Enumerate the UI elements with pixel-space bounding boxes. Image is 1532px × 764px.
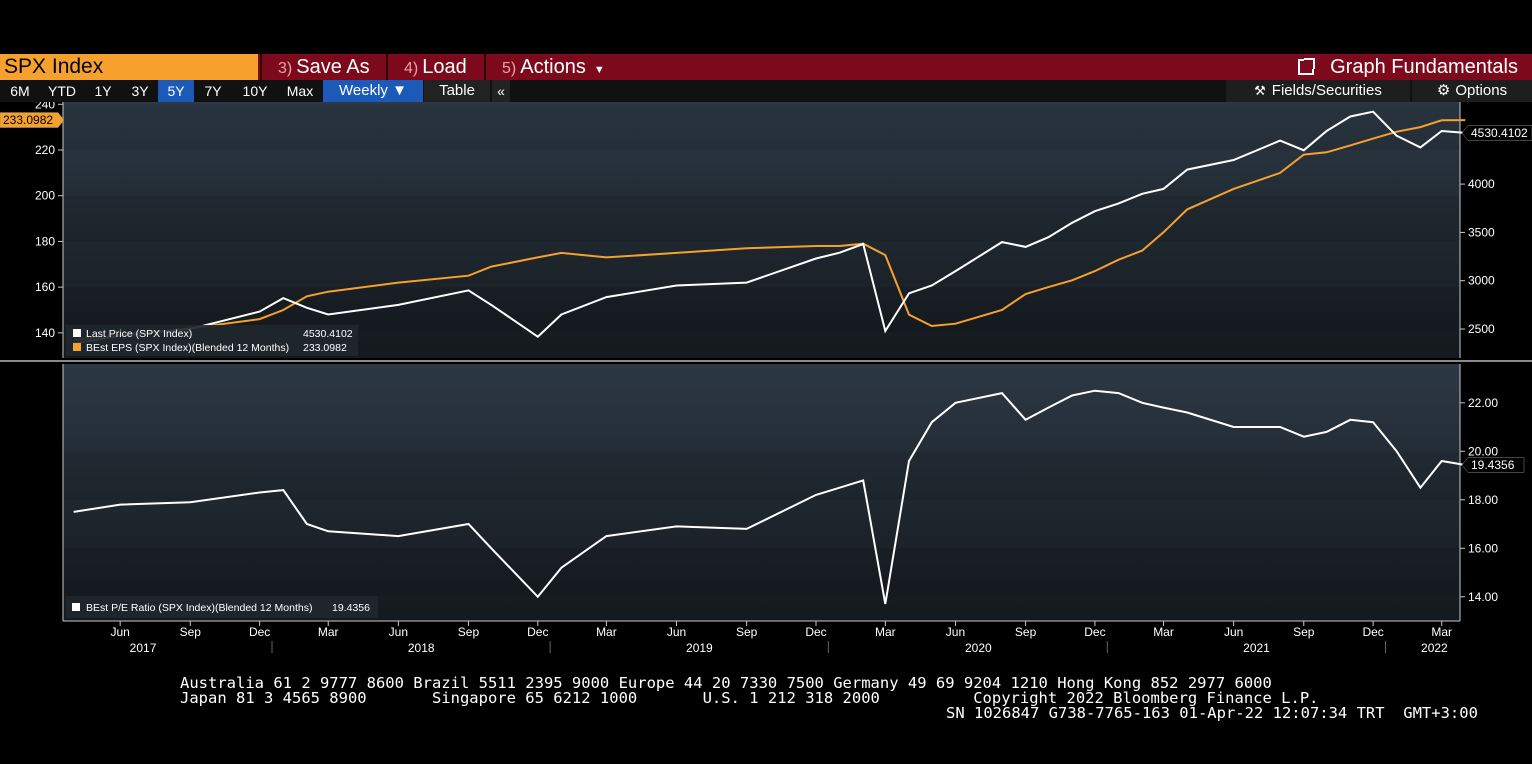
left-axis-tick-label: 220 bbox=[35, 143, 55, 157]
price-last-value-tag: 4530.4102 bbox=[1471, 126, 1528, 140]
options-label: Options bbox=[1455, 82, 1508, 99]
caret-down-icon: ▼ bbox=[593, 64, 605, 76]
left-axis-tick-label: 180 bbox=[35, 234, 55, 248]
pe-axis-tick-label: 14.00 bbox=[1468, 590, 1498, 604]
fields-securities-button[interactable]: ⚒ Fields/Securities bbox=[1226, 80, 1410, 102]
legend-pe-name: BEst P/E Ratio (SPX Index)(Blended 12 Mo… bbox=[86, 602, 312, 614]
chart-area[interactable]: 140 160 180 200 220 240 2500 3000 3500 4000 14.00 1… bbox=[0, 102, 1532, 662]
legend-price-value: 4530.4102 bbox=[303, 328, 353, 340]
right-axis-tick-label: 3000 bbox=[1468, 274, 1495, 288]
x-axis-month-label: Sep bbox=[1293, 625, 1315, 639]
load-button[interactable]: 4) Load bbox=[386, 54, 484, 80]
save-as-button[interactable]: 3) Save As bbox=[260, 54, 386, 80]
x-axis-month-label: Jun bbox=[667, 625, 686, 639]
pe-panel-bg bbox=[63, 364, 1460, 621]
x-axis-year-label: 2021 bbox=[1243, 641, 1270, 655]
load-label: Load bbox=[422, 56, 467, 78]
x-axis-month-label: Mar bbox=[1153, 625, 1174, 639]
right-axis-tick-label: 3500 bbox=[1468, 225, 1495, 239]
left-axis-tick-label: 240 bbox=[35, 102, 55, 111]
x-axis-month-label: Sep bbox=[1015, 625, 1037, 639]
x-axis-year-label: 2019 bbox=[686, 641, 713, 655]
pe-legend: BEst P/E Ratio (SPX Index)(Blended 12 Mo… bbox=[66, 596, 378, 618]
footer-line-1: Australia 61 2 9777 8600 Brazil 5511 239… bbox=[180, 674, 1272, 692]
eps-series-line bbox=[73, 119, 1466, 341]
x-axis-month-label: Mar bbox=[596, 625, 617, 639]
grid-band bbox=[63, 195, 1460, 242]
collapse-button[interactable]: « bbox=[492, 80, 510, 102]
pe-series-line bbox=[73, 389, 1466, 605]
left-axis-tick-label: 160 bbox=[35, 280, 55, 294]
footer: Australia 61 2 9777 8600 Brazil 5511 239… bbox=[0, 674, 1532, 722]
left-axis-tick-label: 140 bbox=[35, 326, 55, 340]
pe-last-value-tag: 19.4356 bbox=[1471, 458, 1515, 472]
eps-last-value-tag: 233.0982 bbox=[3, 113, 53, 127]
range-6m[interactable]: 6M bbox=[10, 83, 30, 99]
graph-fundamentals-label: Graph Fundamentals bbox=[1330, 56, 1518, 78]
actions-number: 5) bbox=[502, 60, 517, 77]
x-axis-month-label: Jun bbox=[389, 625, 408, 639]
x-axis-month-label: Dec bbox=[249, 625, 270, 639]
x-axis-month-label: Jun bbox=[110, 625, 129, 639]
price-series-line bbox=[73, 110, 1466, 345]
load-number: 4) bbox=[404, 60, 419, 77]
right-axis-tick-label: 2500 bbox=[1468, 322, 1495, 336]
legend-eps-value: 233.0982 bbox=[303, 342, 347, 354]
x-axis-month-label: Sep bbox=[180, 625, 202, 639]
right-axis-tick-label: 4000 bbox=[1468, 177, 1495, 191]
legend-pe-value: 19.4356 bbox=[332, 602, 370, 614]
range-3y[interactable]: 3Y bbox=[131, 83, 149, 99]
periodicity-dropdown[interactable]: Weekly ▼ bbox=[323, 80, 423, 102]
options-button[interactable]: ⚙ Options bbox=[1412, 80, 1532, 102]
pe-axis-tick-label: 22.00 bbox=[1468, 396, 1498, 410]
grid-band bbox=[63, 451, 1460, 500]
fields-securities-label: Fields/Securities bbox=[1271, 82, 1382, 99]
range-7y[interactable]: 7Y bbox=[204, 83, 222, 99]
x-axis-month-label: Mar bbox=[318, 625, 339, 639]
legend-price-name: Last Price (SPX Index) bbox=[86, 328, 192, 340]
x-axis-month-label: Dec bbox=[527, 625, 548, 639]
save-as-label: Save As bbox=[296, 56, 370, 78]
footer-line-3: SN 1026847 G738-7765-163 01-Apr-22 12:07… bbox=[946, 704, 1478, 722]
pe-axis-tick-label: 18.00 bbox=[1468, 493, 1498, 507]
left-axis-tick-label: 200 bbox=[35, 189, 55, 203]
actions-button[interactable]: 5) Actions ▼ bbox=[484, 54, 622, 80]
pe-axis-tick-label: 20.00 bbox=[1468, 444, 1498, 458]
x-axis-year-label: 2022 bbox=[1421, 641, 1448, 655]
range-10y[interactable]: 10Y bbox=[242, 83, 268, 99]
graph-fundamentals-button[interactable]: Graph Fundamentals bbox=[1298, 54, 1518, 80]
price-legend: Last Price (SPX Index) 4530.4102 BEst EP… bbox=[66, 325, 358, 356]
x-axis-month-label: Jun bbox=[946, 625, 965, 639]
x-axis-month-label: Sep bbox=[458, 625, 480, 639]
export-icon bbox=[1298, 58, 1316, 75]
grid-band bbox=[63, 548, 1460, 597]
range-5y[interactable]: 5Y bbox=[158, 80, 194, 102]
x-axis-month-label: Mar bbox=[1431, 625, 1452, 639]
range-max[interactable]: Max bbox=[286, 83, 314, 99]
actions-label: Actions bbox=[520, 56, 586, 78]
x-axis-month-label: Sep bbox=[736, 625, 758, 639]
gear-icon: ⚙ bbox=[1436, 82, 1451, 99]
range-1y[interactable]: 1Y bbox=[94, 83, 112, 99]
table-button[interactable]: Table bbox=[424, 80, 490, 102]
range-ytd[interactable]: YTD bbox=[48, 83, 76, 99]
save-as-number: 3) bbox=[278, 60, 293, 77]
x-axis-month-label: Mar bbox=[875, 625, 896, 639]
x-axis-year-label: 2020 bbox=[965, 641, 992, 655]
chart-icon: ⚒ bbox=[1254, 83, 1266, 98]
x-axis-year-label: 2017 bbox=[130, 641, 157, 655]
x-axis-month-label: Dec bbox=[1362, 625, 1383, 639]
footer-line-2: Japan 81 3 4565 8900 Singapore 65 6212 1… bbox=[180, 689, 1319, 707]
grid-band bbox=[63, 104, 1460, 150]
x-axis-month-label: Jun bbox=[1224, 625, 1243, 639]
x-axis-year-label: 2018 bbox=[408, 641, 435, 655]
security-field[interactable]: SPX Index bbox=[0, 54, 258, 80]
x-axis-month-label: Dec bbox=[805, 625, 826, 639]
x-axis-month-label: Dec bbox=[1084, 625, 1105, 639]
price-panel-bg bbox=[63, 102, 1460, 358]
pe-axis-tick-label: 16.00 bbox=[1468, 541, 1498, 555]
legend-eps-name: BEst EPS (SPX Index)(Blended 12 Months) bbox=[86, 342, 289, 354]
